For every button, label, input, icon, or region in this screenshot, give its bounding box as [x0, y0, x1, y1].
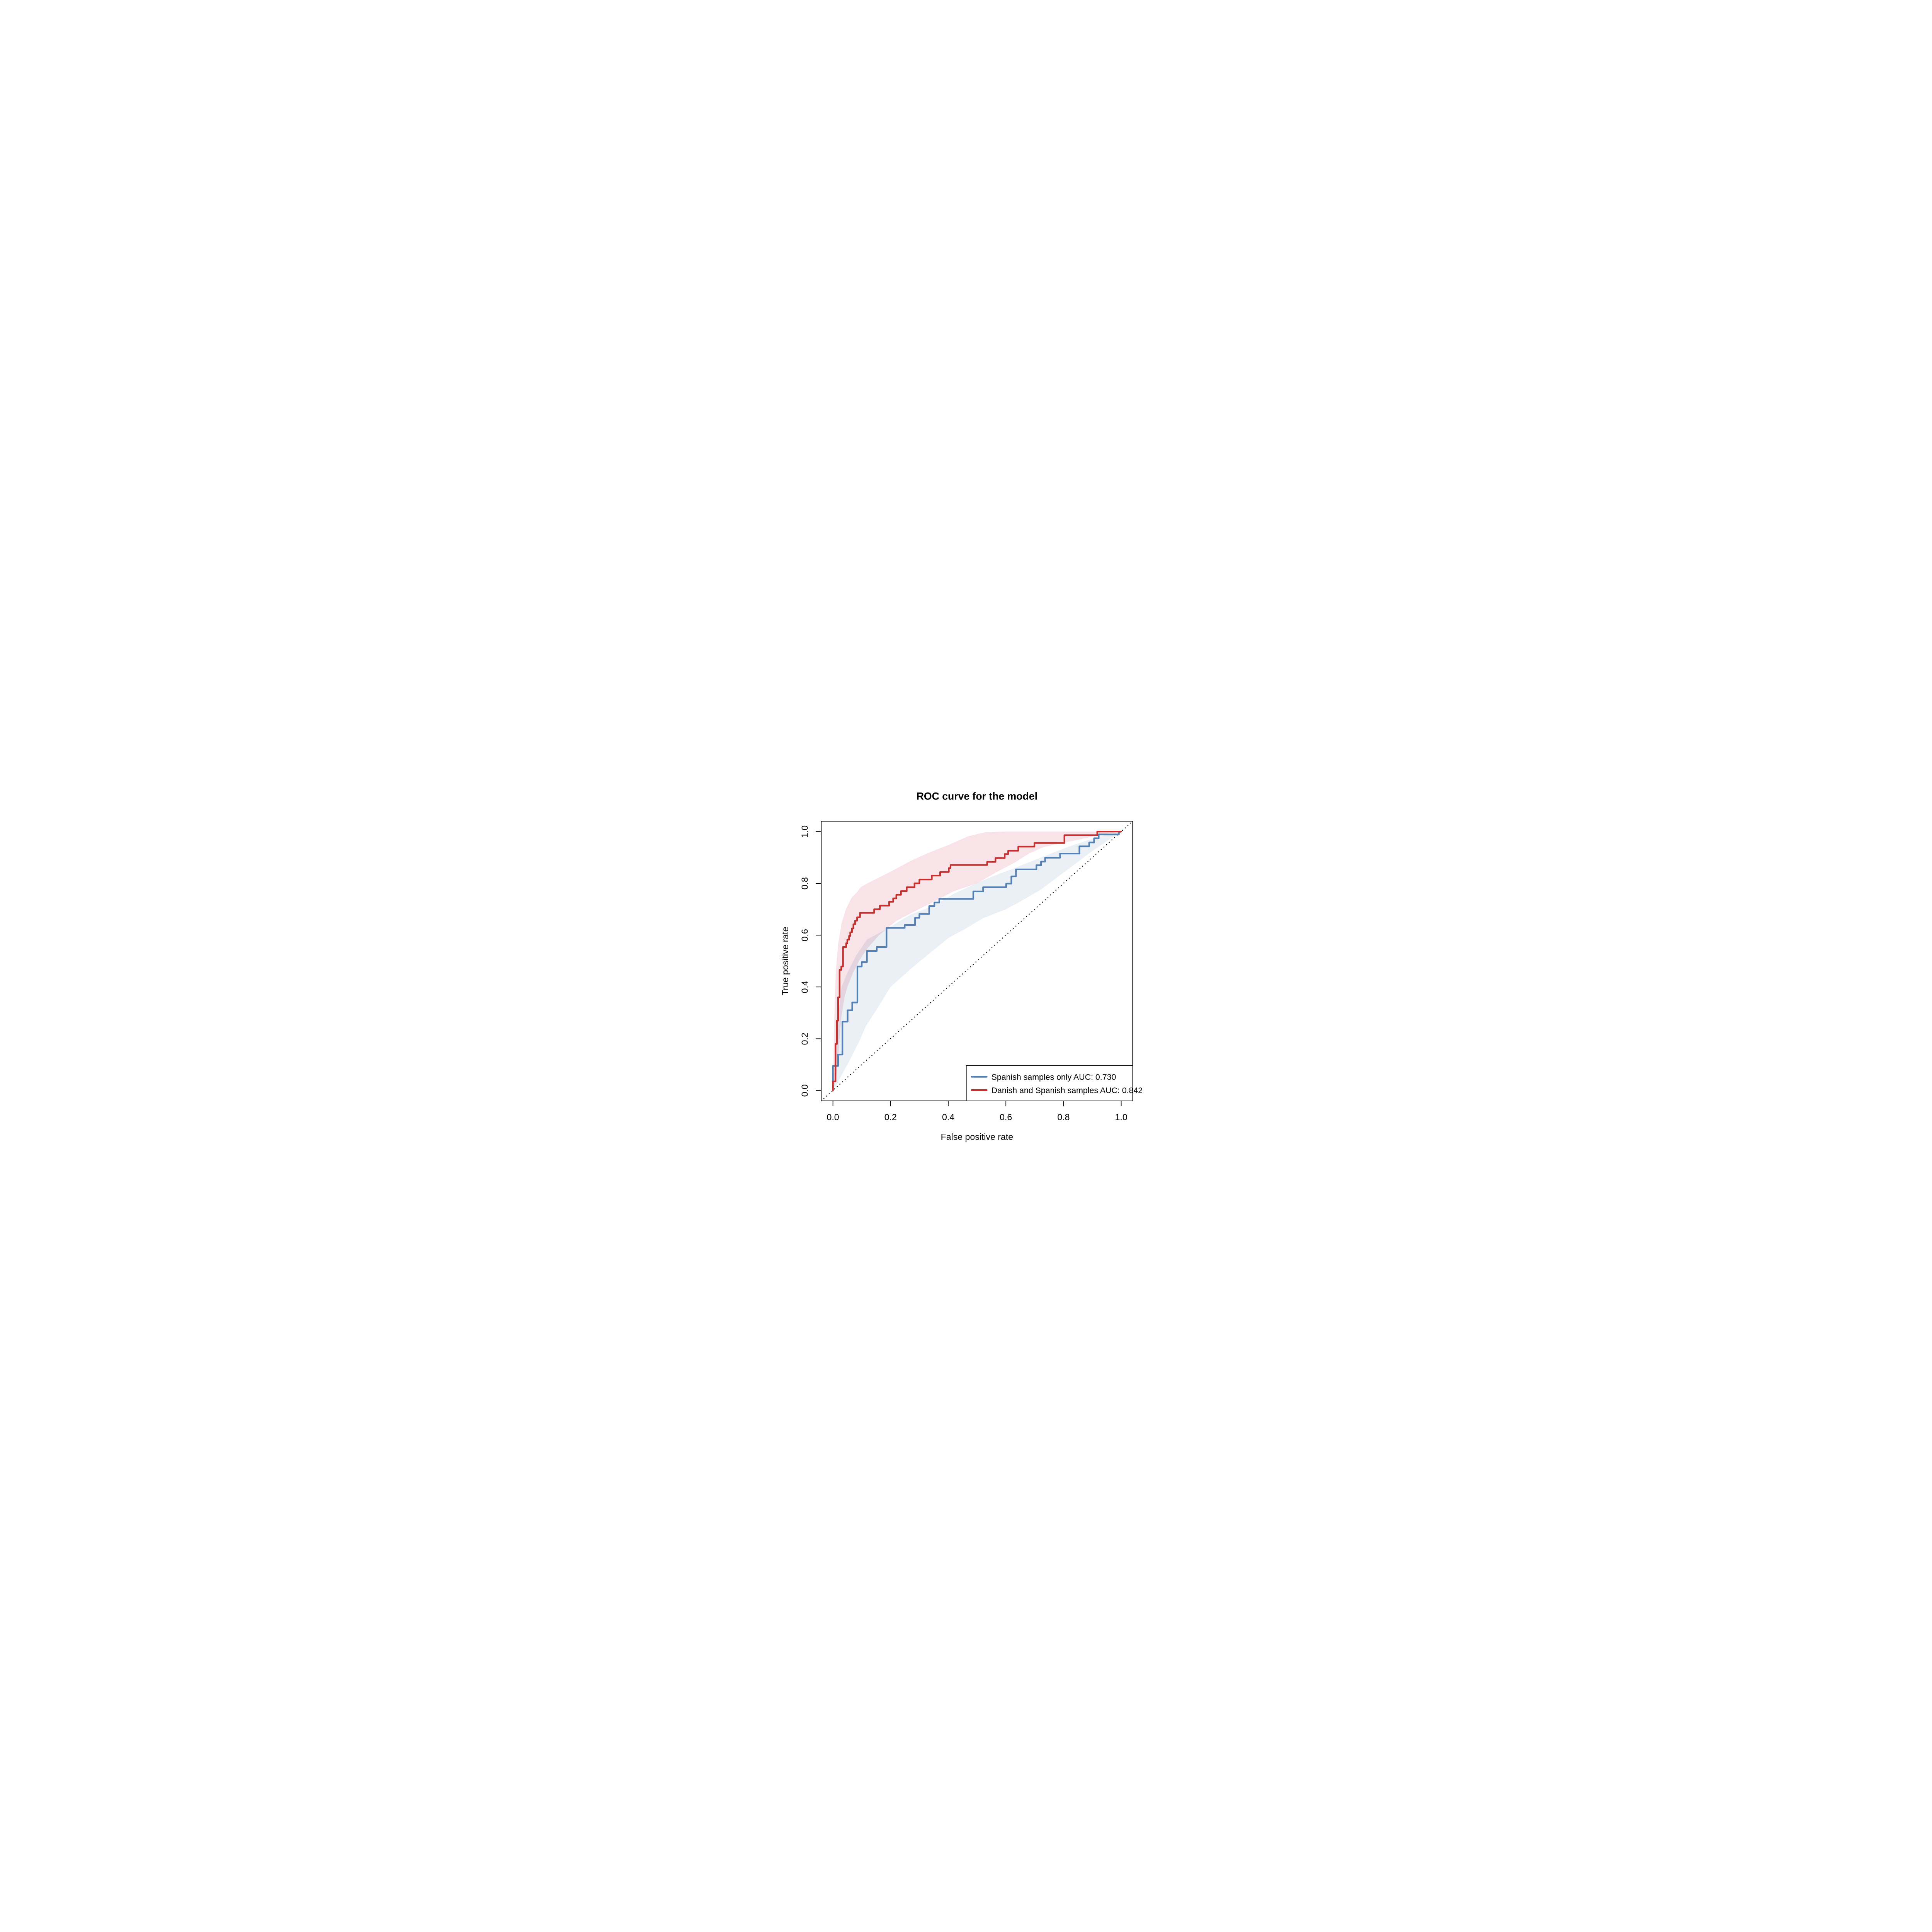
y-tick-label: 0.0	[800, 1084, 810, 1097]
roc-figure: 0.0 0.2 0.4 0.6 0.8 1.0 0.0 0.2 0.4 0.6 0.8 1.0 RO…	[777, 777, 1155, 1155]
x-axis: 0.0 0.2 0.4 0.6 0.8 1.0	[827, 1101, 1128, 1122]
legend-label-danish-spanish: Danish and Spanish samples AUC: 0.842	[992, 1086, 1143, 1095]
y-axis-title: True positive rate	[780, 927, 790, 995]
legend-label-spanish: Spanish samples only AUC: 0.730	[992, 1073, 1116, 1082]
y-tick-label: 1.0	[800, 825, 810, 838]
y-tick-label: 0.8	[800, 877, 810, 889]
x-tick-label: 1.0	[1115, 1112, 1128, 1122]
confidence-band-blue	[833, 832, 1121, 1091]
y-tick-label: 0.4	[800, 981, 810, 993]
x-axis-title: False positive rate	[941, 1132, 1013, 1142]
confidence-bands	[833, 832, 1121, 1091]
roc-chart: 0.0 0.2 0.4 0.6 0.8 1.0 0.0 0.2 0.4 0.6 0.8 1.0 RO…	[777, 777, 1155, 1155]
roc-curves	[832, 831, 1122, 1092]
legend-box	[966, 1065, 1133, 1101]
legend-box-layer	[966, 1065, 1133, 1101]
x-tick-label: 0.2	[884, 1112, 897, 1122]
y-axis: 0.0 0.2 0.4 0.6 0.8 1.0	[800, 825, 821, 1097]
roc-curve-red	[832, 831, 1122, 1092]
x-tick-label: 0.4	[942, 1112, 954, 1122]
y-tick-label: 0.2	[800, 1032, 810, 1045]
x-tick-label: 0.0	[827, 1112, 839, 1122]
x-tick-label: 0.8	[1057, 1112, 1070, 1122]
roc-curve-blue	[832, 831, 1122, 1092]
chart-title: ROC curve for the model	[917, 791, 1037, 802]
x-tick-label: 0.6	[1000, 1112, 1012, 1122]
confidence-band-red	[833, 832, 1121, 1091]
y-tick-label: 0.6	[800, 929, 810, 941]
